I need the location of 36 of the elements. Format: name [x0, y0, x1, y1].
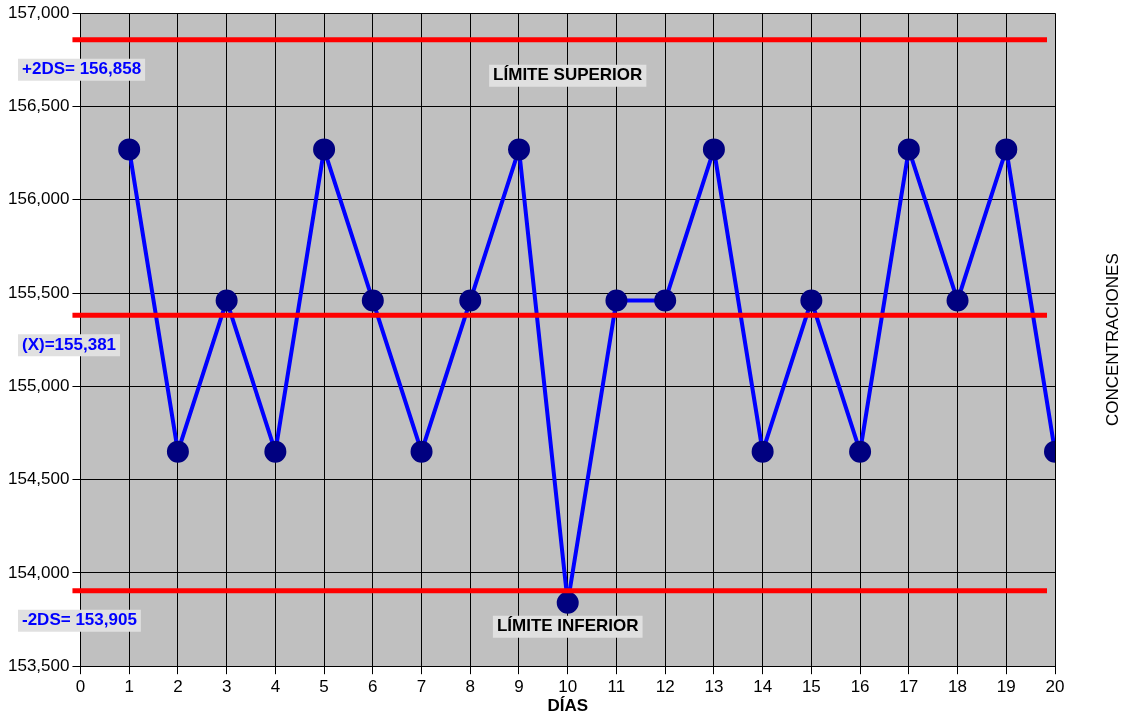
- x-tick-label: 2: [173, 677, 183, 697]
- x-tick-label: 17: [899, 677, 919, 697]
- y-tick-label: 156,000: [8, 189, 70, 209]
- x-tick-label: 7: [416, 677, 427, 697]
- x-tick-label: 19: [996, 677, 1016, 697]
- x-tick-label: 11: [607, 677, 626, 697]
- x-tick-label: 5: [319, 677, 329, 697]
- y-tick-label: 154,000: [8, 562, 70, 582]
- y-tick-label: 155,500: [8, 282, 70, 302]
- ref-line-label: +2DS= 156,858: [22, 59, 142, 79]
- x-tick-label: 6: [368, 677, 378, 697]
- y-tick-label: 153,500: [8, 655, 70, 675]
- y-tick-label: 156,500: [8, 96, 70, 116]
- ref-line-label: (X)=155,381: [22, 334, 117, 354]
- x-tick-label: 0: [75, 677, 86, 697]
- x-tick-label: 18: [948, 677, 968, 697]
- x-tick-label: 13: [704, 677, 724, 697]
- annotation: LÍMITE SUPERIOR: [493, 65, 643, 85]
- x-tick-label: 10: [558, 677, 578, 697]
- y-axis-title: CONCENTRACIONES: [1102, 253, 1122, 427]
- y-tick-label: 155,000: [8, 376, 70, 396]
- x-tick-label: 14: [753, 677, 773, 697]
- x-tick-label: 1: [124, 677, 134, 697]
- x-tick-label: 16: [850, 677, 870, 697]
- ref-line-label: -2DS= 153,905: [22, 610, 137, 630]
- y-tick-label: 157,000: [8, 2, 70, 22]
- annotation: LÍMITE INFERIOR: [496, 616, 639, 636]
- x-axis-title: DÍAS: [547, 696, 589, 716]
- x-tick-label: 3: [221, 677, 232, 697]
- y-tick-label: 154,500: [8, 469, 70, 489]
- x-tick-label: 4: [270, 677, 281, 697]
- x-tick-label: 15: [801, 677, 821, 697]
- x-tick-label: 9: [514, 677, 524, 697]
- x-tick-label: 8: [465, 677, 475, 697]
- x-tick-label: 12: [655, 677, 675, 697]
- x-tick-label: 20: [1045, 677, 1065, 697]
